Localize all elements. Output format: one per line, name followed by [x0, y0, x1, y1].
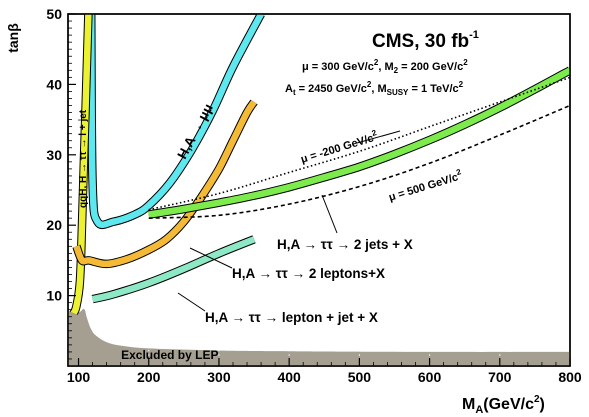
curve-lep_jet — [91, 236, 256, 303]
pointer-two-jets — [321, 194, 338, 234]
y-axis-label: tanβ — [5, 23, 21, 53]
pointer-two-leptons — [189, 247, 233, 269]
plot-area: Excluded by LEP — [67, 13, 571, 367]
label-qqh: qqH, H → ττ → l + jet — [78, 109, 89, 208]
pointer-mu-m200 — [356, 130, 401, 144]
x-tick-label: 300 — [207, 369, 231, 385]
x-tick-label: 800 — [558, 369, 582, 385]
params-line-1: μ = 300 GeV/c2, M2 = 200 GeV/c2 — [302, 58, 468, 75]
x-tick-label: 100 — [67, 369, 91, 385]
curve-mu_500 — [148, 104, 570, 219]
y-tick-label: 30 — [46, 147, 62, 163]
curve-two_jets — [148, 67, 570, 218]
x-tick-label: 400 — [277, 369, 301, 385]
pointer-lines — [177, 130, 401, 312]
axis-ticks: 100 200 300 400 500 600 700 800 10 20 30 40 50 — [46, 6, 581, 385]
excluded-region — [68, 308, 570, 366]
label-two-leptons: H,A → ττ → 2 leptons+X — [232, 266, 385, 281]
excluded-label: Excluded by LEP — [121, 348, 218, 362]
x-tick-label: 200 — [137, 369, 161, 385]
y-tick-label: 40 — [46, 76, 62, 92]
x-tick-label: 700 — [488, 369, 512, 385]
y-tick-label: 10 — [46, 288, 62, 304]
x-tick-label: 600 — [418, 369, 442, 385]
curve-qqh — [70, 14, 92, 315]
label-two-jets: H,A → ττ → 2 jets + X — [277, 237, 413, 252]
y-tick-label: 50 — [46, 6, 62, 22]
label-lep-jet: H,A → ττ → lepton + jet + X — [205, 310, 378, 325]
curve-mumu — [87, 14, 264, 229]
pointer-lep-jet — [177, 292, 206, 312]
curve-two_leptons — [73, 100, 257, 268]
x-tick-label: 500 — [348, 369, 372, 385]
params-line-2: At = 2450 GeV/c2, MSUSY = 1 TeV/c2 — [285, 80, 464, 97]
x-axis-label: MA(GeV/c2) — [462, 394, 545, 416]
chart-title: CMS, 30 fb-1 — [372, 29, 479, 52]
plot-frame — [67, 13, 571, 367]
curve-mu_m200 — [148, 76, 570, 211]
y-tick-label: 20 — [46, 217, 62, 233]
